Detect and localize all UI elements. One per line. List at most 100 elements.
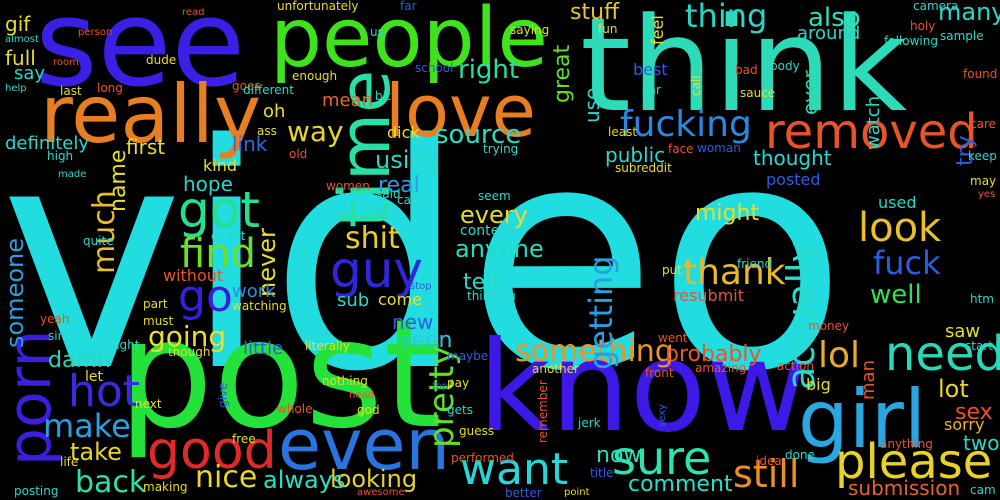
word-go: go	[178, 271, 233, 322]
word-find: find	[180, 231, 256, 277]
word-sorry: sorry	[944, 415, 985, 434]
word-need: need	[885, 326, 1000, 382]
word-every: every	[460, 201, 528, 229]
word-almost: almost	[5, 34, 39, 45]
word-subreddit: subreddit	[615, 161, 672, 175]
word-mean: mean	[322, 90, 374, 111]
word-must: must	[143, 314, 174, 328]
word-probably: probably	[665, 342, 762, 367]
word-seem: seem	[478, 189, 511, 203]
word-though: though	[168, 345, 211, 359]
word-stuff: stuff	[570, 0, 620, 25]
word-ever: ever	[798, 70, 822, 115]
word-without: without	[163, 266, 224, 285]
word-think: think	[580, 0, 908, 141]
word-said: said	[376, 187, 401, 201]
word-money: money	[808, 319, 850, 333]
word-around: around	[797, 23, 861, 44]
word-someone: someone	[1, 238, 29, 348]
word-awesome: awesome	[357, 487, 405, 498]
word-got: got	[178, 181, 260, 239]
word-guy: guy	[330, 241, 424, 299]
word-good: good	[147, 421, 277, 481]
word-way: way	[287, 115, 344, 148]
word-unfortunately: unfortunately	[277, 0, 359, 13]
word-take: take	[70, 438, 122, 466]
word-may: may	[970, 174, 997, 188]
word-still: still	[733, 452, 800, 496]
word-else: else	[364, 204, 389, 218]
word-used: used	[878, 193, 917, 212]
word-us: us	[370, 25, 384, 39]
word-body: body	[770, 59, 800, 73]
word-public: public	[605, 143, 666, 167]
word-amazing: amazing	[695, 361, 747, 375]
word-trying: trying	[483, 142, 519, 156]
word-source: source	[435, 120, 522, 150]
word-posting: posting	[14, 484, 59, 498]
word-holy: holy	[910, 19, 936, 33]
word-thought: thought	[753, 146, 832, 170]
word-shit: shit	[345, 221, 400, 256]
word-say: say	[14, 63, 46, 84]
word-pay: pay	[447, 376, 470, 390]
word-anyone: anyone	[455, 235, 544, 263]
word-lot: lot	[938, 375, 969, 403]
word-car: car	[642, 83, 661, 97]
word-direct: direct	[211, 229, 246, 243]
word-now: now	[596, 443, 642, 468]
word-front: front	[645, 366, 674, 380]
word-best: best	[633, 60, 668, 79]
word-removed: removed	[765, 104, 978, 160]
word-stop: stop	[410, 281, 432, 292]
word-dude: dude	[146, 53, 177, 67]
word-full: full	[5, 46, 36, 70]
word-last: last	[60, 84, 82, 98]
word-hot: hot	[68, 366, 141, 417]
word-action: action	[777, 359, 814, 373]
word-submission: submission	[848, 476, 961, 500]
word-looking: looking	[330, 465, 418, 493]
word-next: next	[135, 397, 162, 411]
word-watching: watching	[232, 299, 287, 313]
word-first: first	[126, 135, 166, 159]
word-went: went	[658, 331, 688, 345]
word-make: make	[43, 407, 131, 445]
word-htm: htm	[970, 292, 994, 306]
word-man: man	[858, 360, 879, 400]
word-let: let	[85, 369, 103, 385]
word-making: making	[143, 480, 188, 494]
word-real: real	[378, 173, 420, 198]
word-whole: whole	[277, 402, 313, 416]
word-watch: watch	[863, 96, 884, 151]
word-maybe: maybe	[447, 349, 489, 363]
word-point: point	[564, 487, 590, 498]
word-start: start	[965, 339, 993, 353]
word-fun: fun	[598, 22, 618, 36]
word-sub: sub	[337, 290, 370, 311]
word-following: following	[884, 34, 938, 48]
word-goes: goes	[232, 79, 261, 93]
word-getting: getting	[582, 255, 620, 370]
word-post: post	[118, 288, 442, 462]
word-friend: friend	[737, 257, 773, 271]
word-free: free	[232, 432, 256, 446]
word-sure: sure	[612, 431, 712, 485]
word-enough: enough	[292, 69, 338, 83]
word-camera: camera	[913, 0, 959, 13]
word-nice: nice	[195, 460, 258, 495]
word-person: person	[78, 27, 113, 38]
word-bit: bit	[375, 89, 391, 103]
word-different: different	[243, 83, 294, 97]
word-big: big	[806, 375, 831, 394]
word-life: life	[60, 455, 79, 469]
word-done: done	[785, 448, 815, 462]
word-really: really	[40, 68, 262, 161]
word-woman: woman	[697, 141, 741, 155]
word-damn: damn	[48, 348, 111, 373]
word-put: put	[662, 263, 682, 277]
word-always: always	[263, 466, 346, 494]
word-definitely: definitely	[5, 133, 90, 154]
word-seen: seen	[400, 328, 453, 353]
word-back: back	[75, 465, 147, 500]
